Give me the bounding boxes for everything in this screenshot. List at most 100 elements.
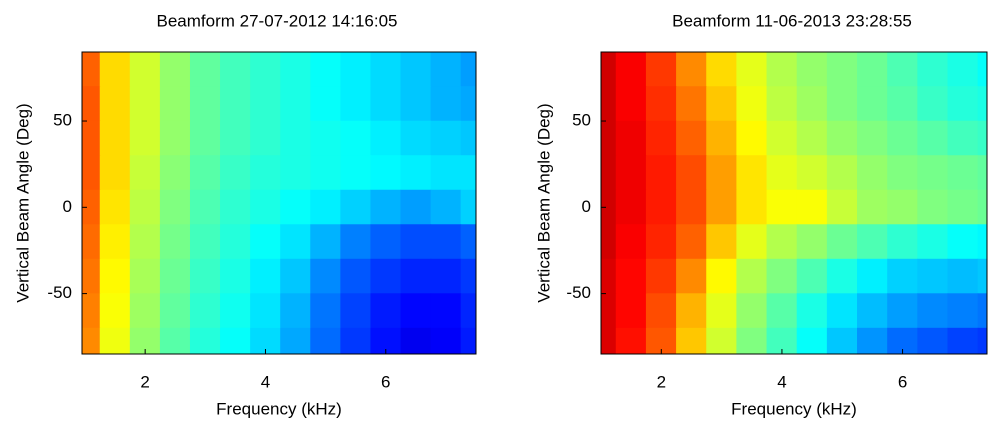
- heatmap-cell: [676, 327, 707, 354]
- heatmap-cell: [977, 224, 987, 260]
- heatmap-cell: [615, 52, 647, 87]
- y-tick-label: 50: [572, 111, 591, 130]
- heatmap-cell: [857, 86, 888, 122]
- heatmap-cell: [129, 52, 161, 87]
- heatmap-cell: [766, 327, 798, 354]
- heatmap-cell: [370, 189, 402, 225]
- heatmap-cell: [857, 155, 888, 191]
- x-tick-label: 6: [898, 372, 907, 391]
- heatmap-cell: [460, 293, 476, 329]
- x-axis-label: Frequency (kHz): [731, 399, 857, 418]
- heatmap-cell: [826, 155, 858, 191]
- heatmap-cell: [887, 120, 918, 156]
- heatmap-cell: [189, 52, 221, 87]
- heatmap: [82, 52, 476, 354]
- axes-box: [81, 51, 477, 355]
- heatmap-cell: [766, 52, 798, 87]
- heatmap-cell: [645, 224, 677, 260]
- heatmap-cell: [129, 327, 161, 354]
- heatmap-cell: [947, 258, 979, 294]
- heatmap-cell: [129, 189, 161, 225]
- heatmap-cell: [676, 155, 707, 191]
- heatmap-cell: [430, 258, 462, 294]
- heatmap-cell: [857, 189, 888, 225]
- chart-title: Beamform 11-06-2013 23:28:55: [672, 11, 912, 30]
- x-tick-label: 6: [381, 372, 390, 391]
- heatmap-cell: [601, 189, 617, 225]
- heatmap-cell: [645, 189, 677, 225]
- y-tick-label: 50: [53, 111, 72, 130]
- heatmap-cell: [887, 327, 918, 354]
- heatmap-cell: [766, 224, 798, 260]
- heatmap-cell: [676, 189, 707, 225]
- heatmap-cell: [220, 224, 251, 260]
- heatmap-cell: [766, 293, 798, 329]
- heatmap-cell: [826, 327, 858, 354]
- heatmap-cell: [917, 120, 949, 156]
- heatmap-cell: [250, 155, 281, 191]
- heatmap-cell: [766, 120, 798, 156]
- heatmap-cell: [340, 155, 372, 191]
- heatmap-cell: [766, 189, 798, 225]
- heatmap-cell: [857, 258, 888, 294]
- heatmap-cell: [645, 52, 677, 87]
- heatmap-cell: [430, 86, 462, 122]
- heatmap-cell: [220, 155, 251, 191]
- heatmap-cell: [917, 86, 949, 122]
- heatmap-cell: [189, 327, 221, 354]
- heatmap-cell: [917, 155, 949, 191]
- heatmap-cell: [250, 189, 281, 225]
- heatmap-cell: [460, 120, 476, 156]
- x-axis-label: Frequency (kHz): [216, 399, 342, 418]
- heatmap-cell: [601, 224, 617, 260]
- heatmap-cell: [706, 224, 738, 260]
- heatmap-cell: [430, 155, 462, 191]
- heatmap-cell: [400, 327, 432, 354]
- heatmap-cell: [99, 327, 131, 354]
- heatmap-cell: [615, 224, 647, 260]
- heatmap-cell: [460, 52, 476, 87]
- x-tick-label: 2: [657, 372, 666, 391]
- heatmap-cell: [676, 52, 707, 87]
- heatmap-cell: [796, 120, 828, 156]
- heatmap-cell: [430, 224, 462, 260]
- heatmap-cell: [947, 189, 979, 225]
- heatmap-cell: [310, 86, 341, 122]
- heatmap-cell: [796, 52, 828, 87]
- heatmap-cell: [947, 293, 979, 329]
- heatmap-cell: [826, 120, 858, 156]
- heatmap-cell: [159, 120, 191, 156]
- heatmap-cell: [977, 293, 987, 329]
- heatmap-cell: [400, 155, 432, 191]
- heatmap-cell: [887, 189, 918, 225]
- heatmap-cell: [220, 52, 251, 87]
- heatmap-cell: [460, 224, 476, 260]
- heatmap-cell: [676, 120, 707, 156]
- heatmap-cell: [796, 224, 828, 260]
- heatmap-cell: [736, 327, 768, 354]
- heatmap-cell: [645, 293, 677, 329]
- heatmap-cell: [917, 224, 949, 260]
- heatmap-cell: [159, 293, 191, 329]
- heatmap-cell: [82, 293, 101, 329]
- heatmap-cell: [159, 155, 191, 191]
- heatmap-cell: [706, 155, 738, 191]
- heatmap-cell: [826, 52, 858, 87]
- heatmap-cell: [400, 258, 432, 294]
- heatmap-cell: [947, 86, 979, 122]
- heatmap-cell: [645, 327, 677, 354]
- heatmap-cell: [99, 293, 131, 329]
- heatmap-cell: [460, 327, 476, 354]
- heatmap-cell: [796, 258, 828, 294]
- heatmap-cell: [250, 258, 281, 294]
- heatmap-cell: [615, 189, 647, 225]
- heatmap-cell: [947, 120, 979, 156]
- heatmap-cell: [370, 327, 402, 354]
- heatmap-cell: [706, 293, 738, 329]
- heatmap-cell: [977, 258, 987, 294]
- heatmap-cell: [766, 86, 798, 122]
- heatmap-cell: [460, 86, 476, 122]
- heatmap-cell: [280, 155, 311, 191]
